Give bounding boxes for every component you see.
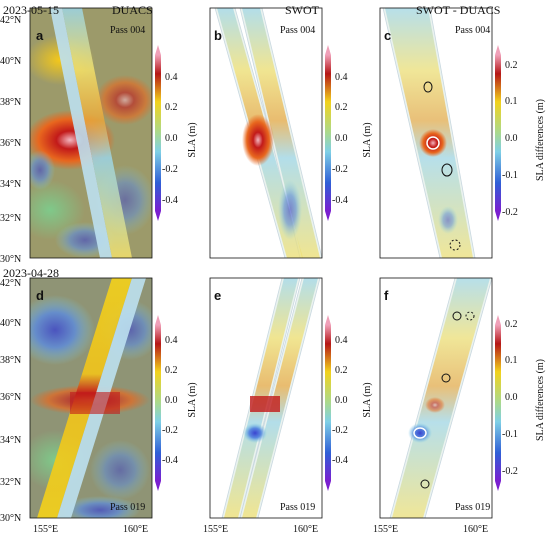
cb-label-b: SLA (m) [362,122,373,157]
cb-d-tick-0: 0.4 [165,335,178,346]
lat-top-1: 40°N [0,56,21,67]
cb-a-tick-2: 0.0 [165,133,178,144]
cb-f-tick-3: -0.1 [502,429,518,440]
lon-f-0: 155°E [373,524,398,535]
panel-e [209,277,323,519]
lat-bot-1: 40°N [0,318,21,329]
date-top: 2023-05-15 [3,3,59,17]
cb-label-a: SLA (m) [187,122,198,157]
cb-a-tick-4: -0.4 [162,195,178,206]
cb-e-tick-1: 0.2 [335,365,348,376]
cb-f-tick-4: -0.2 [502,466,518,477]
panel-a-title: DUACS [112,3,153,17]
lat-bot-4: 34°N [0,435,21,446]
date-bottom: 2023-04-28 [3,266,59,280]
pass-a: Pass 004 [110,25,145,36]
lat-top-6: 30°N [0,254,21,265]
cb-c-tick-0: 0.2 [505,60,518,71]
panel-letter-d: d [36,288,44,303]
cb-a-tick-1: 0.2 [165,102,178,113]
cb-f-tick-1: 0.1 [505,355,518,366]
colorbar-ticks-f: 0.2 0.1 0.0 -0.1 -0.2 [502,319,518,477]
cb-b-tick-0: 0.4 [335,72,348,83]
cb-label-c: SLA differences (m) [535,99,546,181]
lat-bot-3: 36°N [0,392,21,403]
lat-bot-0: 42°N [0,278,21,289]
colorbar-f [495,315,501,491]
panel-letter-b: b [214,28,222,43]
lon-d-1: 160°E [123,524,148,535]
colorbar-ticks-c: 0.2 0.1 0.0 -0.1 -0.2 [502,60,518,218]
colorbar-ticks-b: 0.4 0.2 0.0 -0.2 -0.4 [332,72,348,206]
panel-letter-a: a [36,28,44,43]
pass-b: Pass 004 [280,25,315,36]
lat-top-0: 42°N [0,15,21,26]
cb-b-tick-4: -0.4 [332,195,348,206]
cb-b-tick-3: -0.2 [332,164,348,175]
panel-c-title: SWOT - DUACS [416,3,500,17]
lat-top-2: 38°N [0,97,21,108]
cb-e-tick-2: 0.0 [335,395,348,406]
colorbar-e [325,315,331,491]
lat-top-3: 36°N [0,138,21,149]
lon-axis-a: 155°E 160°E 155°E 160°E 155°E 160°E [33,524,488,535]
colorbar-c [495,45,501,221]
lat-axis-bottom: 42°N 40°N 38°N 36°N 34°N 32°N 30°N [0,278,21,524]
lon-d-0: 155°E [33,524,58,535]
cb-a-tick-3: -0.2 [162,164,178,175]
lon-e-1: 160°E [293,524,318,535]
lat-bot-2: 38°N [0,355,21,366]
panel-a [29,7,153,259]
cb-b-tick-2: 0.0 [335,133,348,144]
panel-letter-e: e [214,288,221,303]
cb-b-tick-1: 0.2 [335,102,348,113]
cb-d-tick-3: -0.2 [162,425,178,436]
cb-f-tick-2: 0.0 [505,392,518,403]
cb-c-tick-2: 0.0 [505,133,518,144]
cb-label-e: SLA (m) [362,382,373,417]
panel-f [379,277,493,519]
panel-letter-c: c [384,28,391,43]
cb-d-tick-4: -0.4 [162,455,178,466]
cb-label-d: SLA (m) [187,382,198,417]
colorbar-ticks-e: 0.4 0.2 0.0 -0.2 -0.4 [332,335,348,466]
cb-e-tick-3: -0.2 [332,425,348,436]
lon-e-0: 155°E [203,524,228,535]
cb-c-tick-3: -0.1 [502,170,518,181]
pass-e: Pass 019 [280,502,315,513]
colorbar-ticks-d: 0.4 0.2 0.0 -0.2 -0.4 [162,335,178,466]
colorbar-d [155,315,161,491]
pass-f: Pass 019 [455,502,490,513]
cb-c-tick-4: -0.2 [502,207,518,218]
panel-b [209,7,323,259]
lat-top-4: 34°N [0,179,21,190]
lat-axis-top: 42°N 40°N 38°N 36°N 34°N 32°N 30°N [0,15,21,265]
cb-c-tick-1: 0.1 [505,96,518,107]
colorbar-ticks-a: 0.4 0.2 0.0 -0.2 -0.4 [162,72,178,206]
colorbar-b [155,45,161,221]
panel-b-title: SWOT [285,3,320,17]
cb-label-f: SLA differences (m) [535,359,546,441]
lon-f-1: 160°E [463,524,488,535]
cb-a-tick-0: 0.4 [165,72,178,83]
pass-c: Pass 004 [455,25,490,36]
colorbar-b2 [325,45,331,221]
lat-bot-6: 30°N [0,513,21,524]
cb-d-tick-1: 0.2 [165,365,178,376]
panel-letter-f: f [384,288,389,303]
lat-top-5: 32°N [0,213,21,224]
lat-bot-5: 32°N [0,477,21,488]
cb-f-tick-0: 0.2 [505,319,518,330]
pass-d: Pass 019 [110,502,145,513]
cb-d-tick-2: 0.0 [165,395,178,406]
cb-e-tick-4: -0.4 [332,455,348,466]
panel-d [29,277,153,519]
cb-e-tick-0: 0.4 [335,335,348,346]
panel-c [379,7,493,259]
